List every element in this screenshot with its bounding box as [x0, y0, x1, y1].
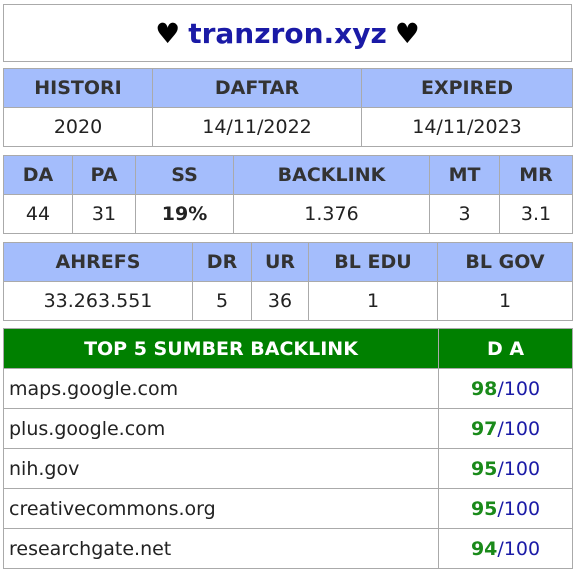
site-domain-title: tranzron.xyz [188, 16, 387, 50]
da-max: 100 [503, 537, 541, 560]
header-backlink: BACKLINK [233, 155, 430, 195]
value-dr: 5 [192, 281, 252, 321]
backlink-site-2: plus.google.com [3, 408, 439, 449]
ahrefs-table-wrap: AHREFS DR UR BL EDU BL GOV 33.263.551 5 … [3, 242, 573, 321]
da-score: 95 [470, 497, 498, 520]
header-mt: MT [429, 155, 500, 195]
moz-table-wrap: DA PA SS BACKLINK MT MR 44 31 19% 1.376 … [3, 155, 573, 234]
backlink-site-4: creativecommons.org [3, 488, 439, 529]
header-top5-sources: TOP 5 SUMBER BACKLINK [3, 328, 439, 369]
header-bl-gov: BL GOV [437, 242, 573, 282]
registration-header-row: HISTORI DAFTAR EXPIRED [3, 68, 573, 108]
backlink-da-2: 97/100 [438, 408, 573, 449]
value-histori: 2020 [3, 107, 153, 147]
da-separator: / [497, 417, 504, 440]
moz-value-row: 44 31 19% 1.376 3 3.1 [3, 194, 573, 234]
value-pa: 31 [72, 194, 136, 234]
da-max: 100 [503, 377, 541, 400]
backlink-site-3: nih.gov [3, 448, 439, 489]
header-top5-da: D A [438, 328, 573, 369]
backlink-site-5: researchgate.net [3, 528, 439, 569]
value-ur: 36 [251, 281, 309, 321]
heart-icon-left: ♥ [155, 16, 181, 50]
backlink-da-1: 98/100 [438, 368, 573, 409]
da-max: 100 [503, 497, 541, 520]
value-expired: 14/11/2023 [361, 107, 573, 147]
value-ss: 19% [135, 194, 234, 234]
moz-header-row: DA PA SS BACKLINK MT MR [3, 155, 573, 195]
value-mr: 3.1 [499, 194, 573, 234]
table-row: researchgate.net 94/100 [3, 528, 573, 569]
moz-metrics-table: DA PA SS BACKLINK MT MR 44 31 19% 1.376 … [3, 155, 573, 234]
da-score: 95 [470, 457, 498, 480]
ahrefs-header-row: AHREFS DR UR BL EDU BL GOV [3, 242, 573, 282]
header-ahrefs: AHREFS [3, 242, 193, 282]
da-max: 100 [503, 457, 541, 480]
top5-backlink-table: TOP 5 SUMBER BACKLINK D A maps.google.co… [3, 328, 573, 569]
backlink-site-1: maps.google.com [3, 368, 439, 409]
value-bl-edu: 1 [308, 281, 438, 321]
heart-icon-right: ♥ [394, 16, 420, 50]
da-separator: / [497, 377, 504, 400]
value-ahrefs: 33.263.551 [3, 281, 193, 321]
header-dr: DR [192, 242, 252, 282]
da-separator: / [497, 457, 504, 480]
da-score: 97 [470, 417, 498, 440]
backlink-da-3: 95/100 [438, 448, 573, 489]
backlink-da-4: 95/100 [438, 488, 573, 529]
header-bl-edu: BL EDU [308, 242, 438, 282]
da-separator: / [497, 537, 504, 560]
da-score: 98 [470, 377, 498, 400]
top5-header-row: TOP 5 SUMBER BACKLINK D A [3, 328, 573, 369]
header-ss: SS [135, 155, 234, 195]
header-expired: EXPIRED [361, 68, 573, 108]
table-row: creativecommons.org 95/100 [3, 488, 573, 529]
value-backlink: 1.376 [233, 194, 430, 234]
value-da: 44 [3, 194, 73, 234]
table-row: nih.gov 95/100 [3, 448, 573, 489]
da-score: 94 [470, 537, 498, 560]
value-mt: 3 [429, 194, 500, 234]
registration-value-row: 2020 14/11/2022 14/11/2023 [3, 107, 573, 147]
header-mr: MR [499, 155, 573, 195]
table-row: maps.google.com 98/100 [3, 368, 573, 409]
backlink-da-5: 94/100 [438, 528, 573, 569]
header-da: DA [3, 155, 73, 195]
registration-table: HISTORI DAFTAR EXPIRED 2020 14/11/2022 1… [3, 68, 573, 147]
header-daftar: DAFTAR [152, 68, 362, 108]
value-daftar: 14/11/2022 [152, 107, 362, 147]
header-ur: UR [251, 242, 309, 282]
site-title-box: ♥ tranzron.xyz ♥ [3, 4, 572, 62]
top5-table-wrap: TOP 5 SUMBER BACKLINK D A maps.google.co… [3, 328, 573, 569]
header-pa: PA [72, 155, 136, 195]
ahrefs-value-row: 33.263.551 5 36 1 1 [3, 281, 573, 321]
da-separator: / [497, 497, 504, 520]
registration-table-wrap: HISTORI DAFTAR EXPIRED 2020 14/11/2022 1… [3, 68, 573, 147]
da-max: 100 [503, 417, 541, 440]
ahrefs-metrics-table: AHREFS DR UR BL EDU BL GOV 33.263.551 5 … [3, 242, 573, 321]
value-bl-gov: 1 [437, 281, 573, 321]
table-row: plus.google.com 97/100 [3, 408, 573, 449]
header-histori: HISTORI [3, 68, 153, 108]
